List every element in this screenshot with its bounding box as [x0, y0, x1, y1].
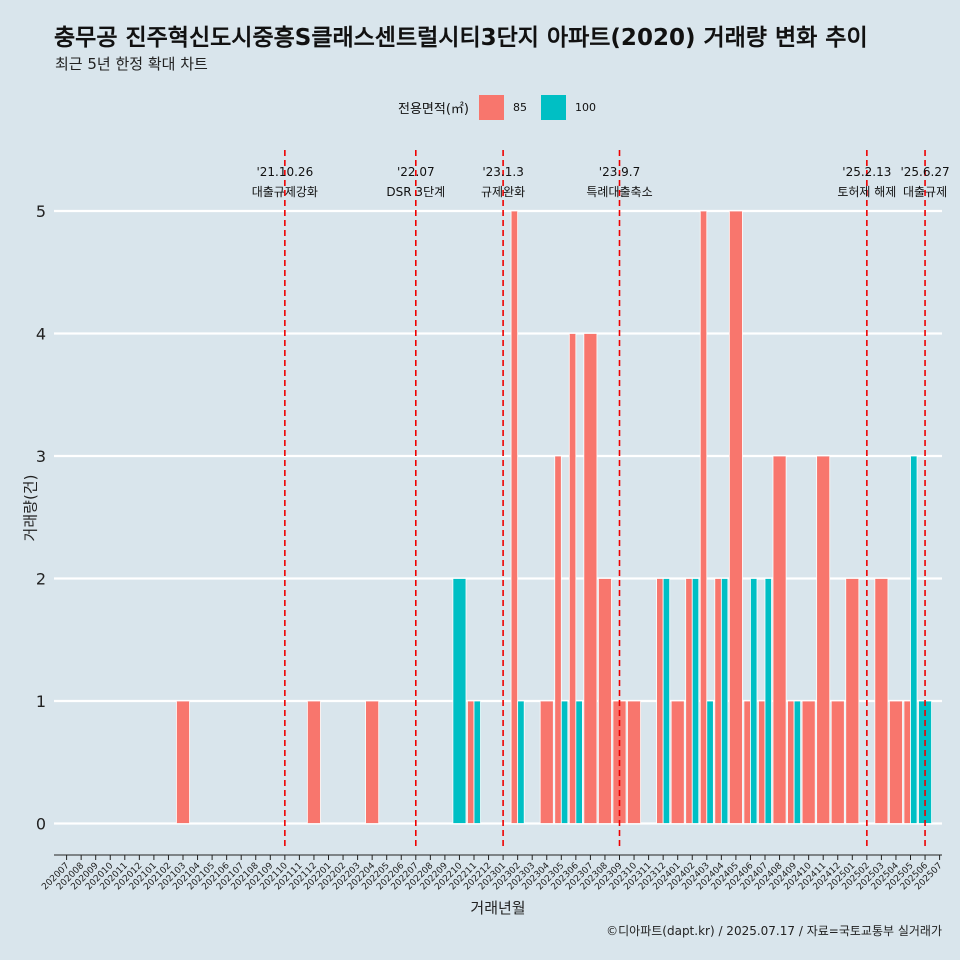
- bar-85-202112: [307, 700, 321, 824]
- y-tick-label: 5: [36, 202, 46, 221]
- source-caption: ©디아파트(dapt.kr) / 2025.07.17 / 자료=국토교통부 실…: [606, 924, 942, 938]
- bar-85-202410: [801, 700, 816, 824]
- legend-key-100: [540, 94, 566, 120]
- bar-100-202302: [517, 700, 525, 824]
- bar-85-202504: [889, 700, 903, 824]
- bar-100-202505: [910, 455, 918, 824]
- bar-85-202305: [554, 455, 562, 824]
- event-date-label: '25.2.13: [842, 165, 891, 179]
- bar-85-202402: [685, 578, 693, 824]
- bar-85-202312: [656, 578, 664, 824]
- legend-title: 전용면적(㎡): [398, 101, 469, 117]
- bar-85-202403: [699, 210, 708, 824]
- y-tick-label: 2: [36, 570, 46, 589]
- y-tick-label: 4: [36, 325, 46, 344]
- legend: 전용면적(㎡) 85 100: [398, 94, 610, 120]
- bar-100-202409: [793, 700, 802, 824]
- event-date-label: '23.9.7: [599, 165, 640, 179]
- bar-85-202307: [583, 333, 598, 824]
- bar-85-202310: [627, 700, 641, 824]
- bar-85-202412: [830, 700, 845, 824]
- event-name-label: DSR 3단계: [386, 185, 445, 199]
- bar-85-202409: [787, 700, 795, 824]
- bar-85-202404: [714, 578, 722, 824]
- event-name-label: 규제완화: [481, 185, 525, 199]
- bar-100-202211: [473, 700, 481, 824]
- bar-85-202302: [510, 210, 519, 824]
- bar-85-202503: [874, 578, 889, 824]
- y-tick-label: 3: [36, 447, 46, 466]
- bar-85-202306: [568, 333, 577, 824]
- bar-85-202211: [467, 700, 475, 824]
- bar-100-202406: [750, 578, 758, 824]
- event-name-label: 토허제 해제: [837, 185, 896, 199]
- legend-key-85: [478, 94, 504, 120]
- bar-85-202204: [365, 700, 380, 824]
- chart-title: 충무공 진주혁신도시중흥S클래스센트럴시티3단지 아파트(2020) 거래량 변…: [54, 25, 868, 51]
- bar-85-202505: [903, 700, 911, 824]
- bar-100-202403: [706, 700, 714, 824]
- bar-85-202405: [728, 210, 743, 824]
- event-date-label: '25.6.27: [900, 165, 949, 179]
- event-name-label: 특례대출축소: [586, 185, 652, 199]
- bar-100-202407: [764, 578, 772, 824]
- bar-85-202401: [670, 700, 685, 824]
- x-axis-label: 거래년월: [470, 899, 526, 917]
- bar-100-202312: [662, 578, 671, 824]
- event-date-label: '23.1.3: [482, 165, 523, 179]
- bar-85-202406: [743, 700, 751, 824]
- bar-85-202407: [758, 700, 766, 824]
- bar-85-202103: [176, 700, 190, 824]
- bar-85-202411: [816, 455, 831, 824]
- bar-100-202402: [691, 578, 700, 824]
- bar-100-202306: [575, 700, 583, 824]
- bar-85-202304: [539, 700, 554, 824]
- bar-85-202408: [772, 455, 787, 824]
- event-name-label: 대출규제강화: [252, 185, 318, 199]
- bar-100-202210: [452, 578, 467, 824]
- event-name-label: 대출규제: [903, 185, 947, 199]
- y-tick-label: 0: [36, 815, 46, 834]
- legend-label-85: 85: [512, 100, 527, 114]
- legend-label-100: 100: [574, 100, 596, 114]
- bar-100-202404: [720, 578, 729, 824]
- chart-subtitle: 최근 5년 한정 확대 차트: [55, 55, 208, 73]
- event-date-label: '22.07: [397, 165, 435, 179]
- bar-85-202308: [598, 578, 612, 824]
- y-tick-label: 1: [36, 692, 46, 711]
- bar-100-202305: [560, 700, 569, 824]
- event-date-label: '21.10.26: [256, 165, 313, 179]
- bar-85-202501: [845, 578, 860, 824]
